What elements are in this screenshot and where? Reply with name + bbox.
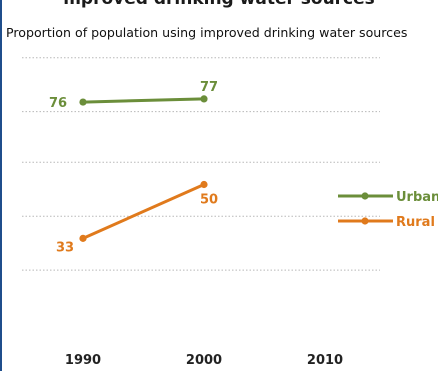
legend-rural-marker	[361, 217, 369, 225]
rural-label-2000: 50	[200, 193, 218, 208]
chart-subtitle: Proportion of population using improved …	[6, 25, 408, 40]
chart-title: mproved drinking water sources	[0, 0, 438, 9]
rural-point-2000	[200, 180, 208, 189]
urban-line	[81, 97, 206, 104]
legend-rural-label: Rural	[396, 215, 435, 230]
frame-left-border	[0, 0, 2, 371]
rural-point-1990	[79, 234, 87, 242]
urban-point-2000	[200, 95, 208, 103]
x-tick-2000: 2000	[186, 353, 222, 368]
x-tick-1990: 1990	[65, 353, 101, 368]
rural-line	[81, 183, 206, 240]
legend-urban-marker	[361, 192, 369, 200]
legend-urban-label: Urban	[396, 190, 438, 205]
urban-point-1990	[79, 98, 87, 106]
x-tick-2010: 2010	[307, 353, 343, 368]
rural-label-1990: 33	[56, 240, 74, 255]
urban-label-1990: 76	[49, 96, 67, 111]
urban-label-2000: 77	[200, 80, 218, 95]
